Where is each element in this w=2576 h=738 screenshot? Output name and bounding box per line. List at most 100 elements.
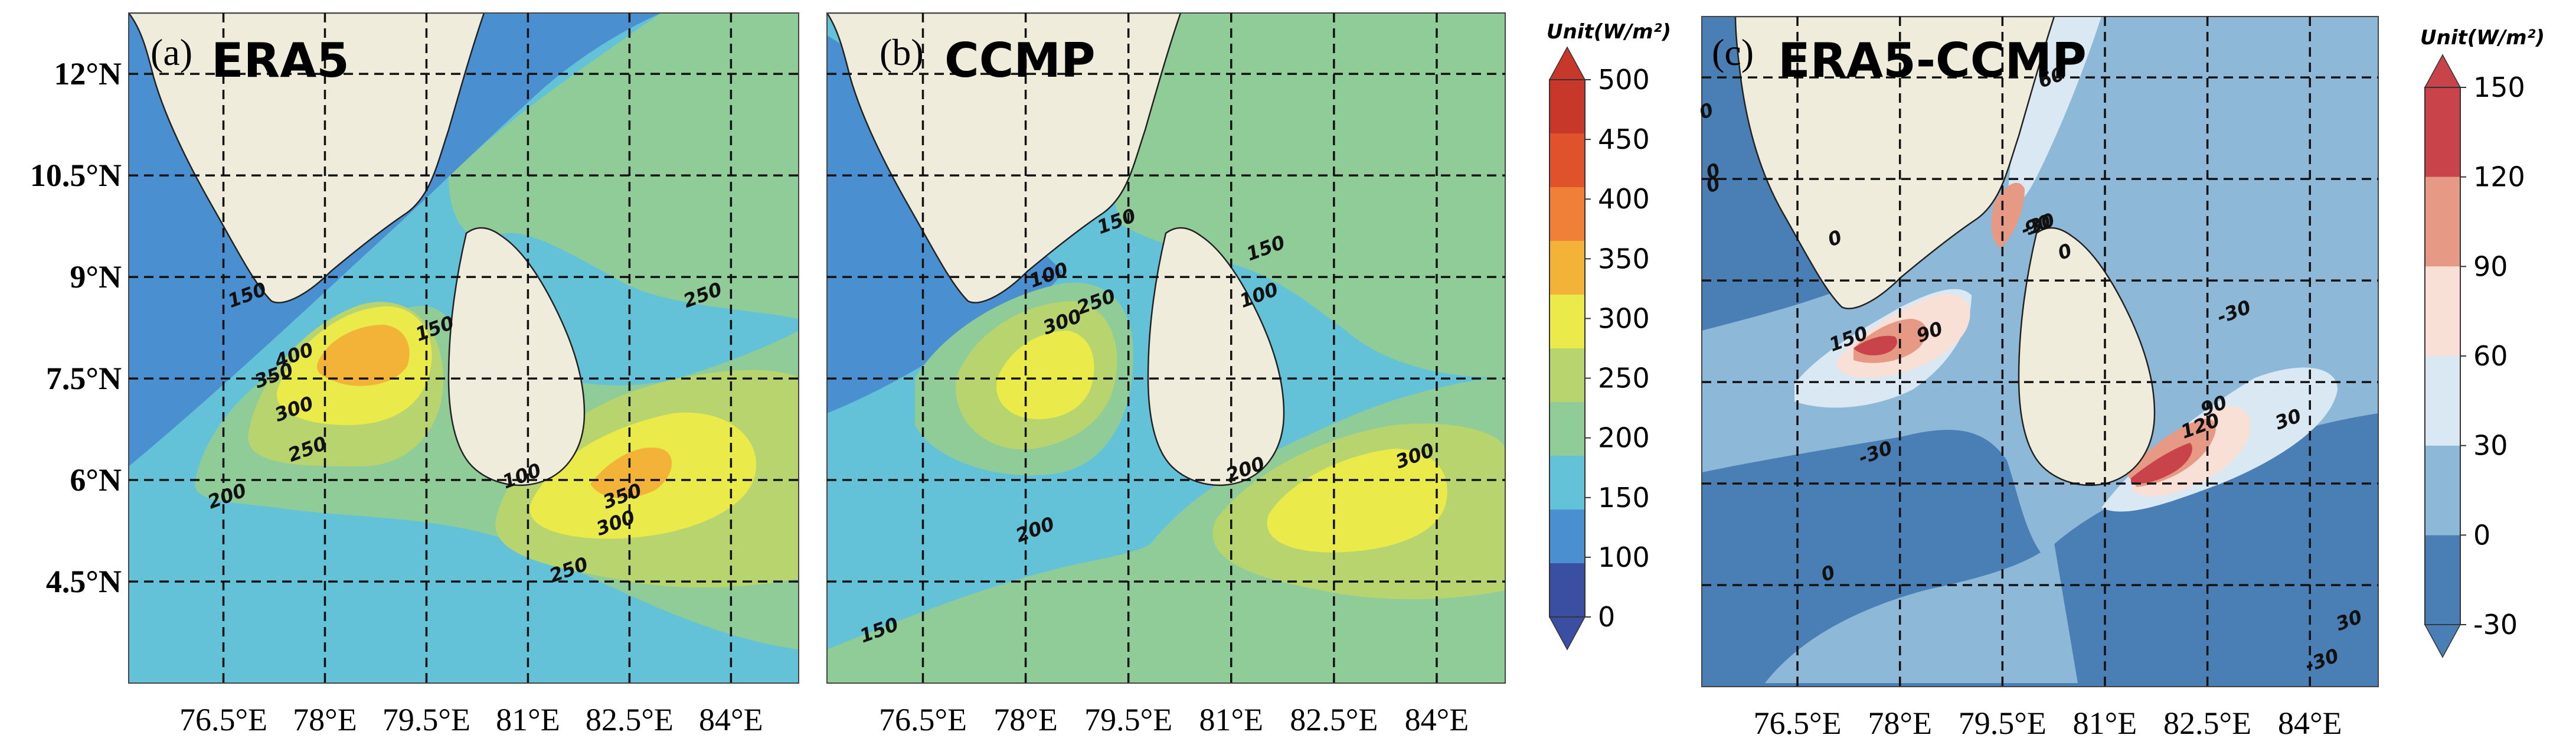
panel-b-field-300 (996, 331, 1094, 419)
colorbar-segment (1549, 241, 1585, 295)
x-tick-label: 76.5°E (879, 702, 967, 737)
colorbar-segment (1549, 295, 1585, 348)
colorbar-tick-label: 90 (2473, 250, 2508, 282)
panel-b-field-200 (1098, 13, 1505, 378)
panel-c-field-120-150 (1853, 335, 1897, 355)
x-tick-label: 84°E (2278, 706, 2342, 738)
colorbar-segment (1549, 80, 1585, 133)
y-tick-label: 9°N (70, 259, 122, 295)
colorbar-segment (2425, 445, 2460, 535)
x-tick-label: 79.5°E (1084, 702, 1172, 737)
colorbar-segment (2425, 356, 2460, 446)
colorbar-1-tick-labels: 0 100 150 200 250 300 350 400 450 500 (1585, 64, 1650, 633)
colorbar-segment (1549, 456, 1585, 510)
x-tick-label: 78°E (993, 702, 1058, 737)
panel-b-map (827, 13, 1505, 683)
panel-a-field-350 (316, 325, 410, 386)
panel-c-field-90-120-b (1991, 182, 2025, 248)
colorbar-segment (1549, 133, 1585, 187)
colorbar-tick-label: 0 (2473, 519, 2490, 551)
colorbar-extend-bottom (1548, 616, 1586, 651)
colorbar-tick-label: 300 (1598, 302, 1650, 334)
colorbar-1-unit-label: Unit(W/m²) (1547, 20, 1671, 44)
x-tick-label: 82.5°E (2163, 706, 2251, 738)
colorbar-wind-power: Unit(W/m²) 0 100 150 200 250 300 350 400 450 500 (1547, 20, 1671, 651)
colorbar-segment (1549, 510, 1585, 563)
colorbar-tick-label: 60 (2473, 340, 2508, 372)
panel-a-grid (129, 13, 799, 683)
x-tick-label: 82.5°E (586, 702, 674, 737)
colorbar-tick-label: 100 (1598, 541, 1650, 573)
colorbar-segment (2425, 535, 2460, 625)
panel-b-label: (b) (880, 31, 924, 73)
y-tick-label: 4.5°N (46, 564, 122, 599)
colorbar-segment (1549, 348, 1585, 402)
colorbar-segment (1549, 402, 1585, 456)
colorbar-tick-label: 400 (1598, 183, 1650, 215)
x-tick-label: 79.5°E (383, 702, 470, 737)
colorbar-segment (2425, 177, 2460, 267)
panel-c-label: (c) (1712, 31, 1754, 73)
colorbar-tick-label: 150 (2473, 71, 2525, 103)
panel-a-label: (a) (151, 31, 192, 73)
colorbar-tick-label: -30 (2473, 609, 2518, 641)
panel-b-field-300-b (1267, 449, 1447, 553)
colorbar-2-tick-labels: -30 0 30 60 90 120 150 (2460, 71, 2525, 641)
colorbar-tick-label: 350 (1598, 243, 1650, 275)
panel-c-land-india (1734, 17, 2055, 309)
colorbar-tick-label: 500 (1598, 64, 1650, 96)
colorbar-2-segments (2424, 54, 2461, 658)
colorbar-tick-label: 0 (1598, 601, 1615, 633)
x-tick-label: 78°E (1868, 706, 1932, 738)
y-tick-label: 10.5°N (30, 158, 122, 193)
panel-c-title: ERA5-CCMP (1778, 33, 2087, 88)
colorbar-tick-label: 30 (2473, 430, 2508, 462)
panel-c-x-tick-labels: 76.5°E 78°E 79.5°E 81°E 82.5°E 84°E (1754, 706, 2342, 738)
panel-b-grid (827, 13, 1505, 683)
panel-c-field-120-150-b (2131, 443, 2192, 484)
panel-c-land-sri-lanka (2018, 227, 2156, 486)
colorbar-tick-label: 200 (1598, 422, 1650, 454)
panel-a-land-sri-lanka (447, 227, 586, 486)
panel-a-map (129, 13, 799, 683)
colorbar-tick-label: 120 (2473, 161, 2525, 193)
colorbar-2-unit-label: Unit(W/m²) (2420, 26, 2545, 50)
panel-b-land-india (827, 13, 1182, 303)
colorbar-1-segments (1548, 46, 1586, 651)
colorbar-extend-top (1548, 46, 1586, 80)
panel-a-field-350-b (590, 448, 672, 498)
panel-a-field-200 (449, 13, 799, 319)
colorbar-segment (1549, 563, 1585, 617)
y-tick-label: 6°N (70, 462, 122, 498)
colorbar-tick-label: 250 (1598, 363, 1650, 394)
panel-b-x-tick-labels: 76.5°E 78°E 79.5°E 81°E 82.5°E 84°E (879, 702, 1469, 737)
x-tick-label: 78°E (293, 702, 357, 737)
colorbar-tick-label: 150 (1598, 482, 1650, 514)
colorbar-segment (2425, 266, 2460, 356)
x-tick-label: 76.5°E (179, 702, 267, 737)
panel-a-title: ERA5 (211, 33, 349, 88)
colorbar-difference: Unit(W/m²) -30 0 30 60 90 120 150 (2420, 26, 2545, 658)
colorbar-extend-bottom (2424, 624, 2461, 658)
colorbar-segment (1549, 187, 1585, 241)
x-tick-label: 84°E (1405, 702, 1469, 737)
x-tick-label: 84°E (699, 702, 763, 737)
x-tick-label: 82.5°E (1290, 702, 1378, 737)
x-tick-label: 81°E (2073, 706, 2137, 738)
panel-a-x-tick-labels: 76.5°E 78°E 79.5°E 81°E 82.5°E 84°E (179, 702, 763, 737)
panel-c-field-0-30-b (1765, 543, 2078, 683)
x-tick-label: 81°E (496, 702, 560, 737)
panel-a-y-tick-labels: 12°N 10.5°N 9°N 7.5°N 6°N 4.5°N (30, 56, 122, 599)
panel-a-frame (128, 12, 799, 684)
panel-c-frame (1701, 16, 2379, 687)
x-tick-label: 76.5°E (1754, 706, 1842, 738)
panel-b-land-sri-lanka (1147, 227, 1285, 486)
colorbar-tick-label: 450 (1598, 123, 1650, 155)
colorbar-segment (2425, 87, 2460, 177)
panel-b-title: CCMP (944, 33, 1096, 88)
panel-a-land-india (129, 13, 485, 303)
y-tick-label: 12°N (54, 56, 122, 92)
